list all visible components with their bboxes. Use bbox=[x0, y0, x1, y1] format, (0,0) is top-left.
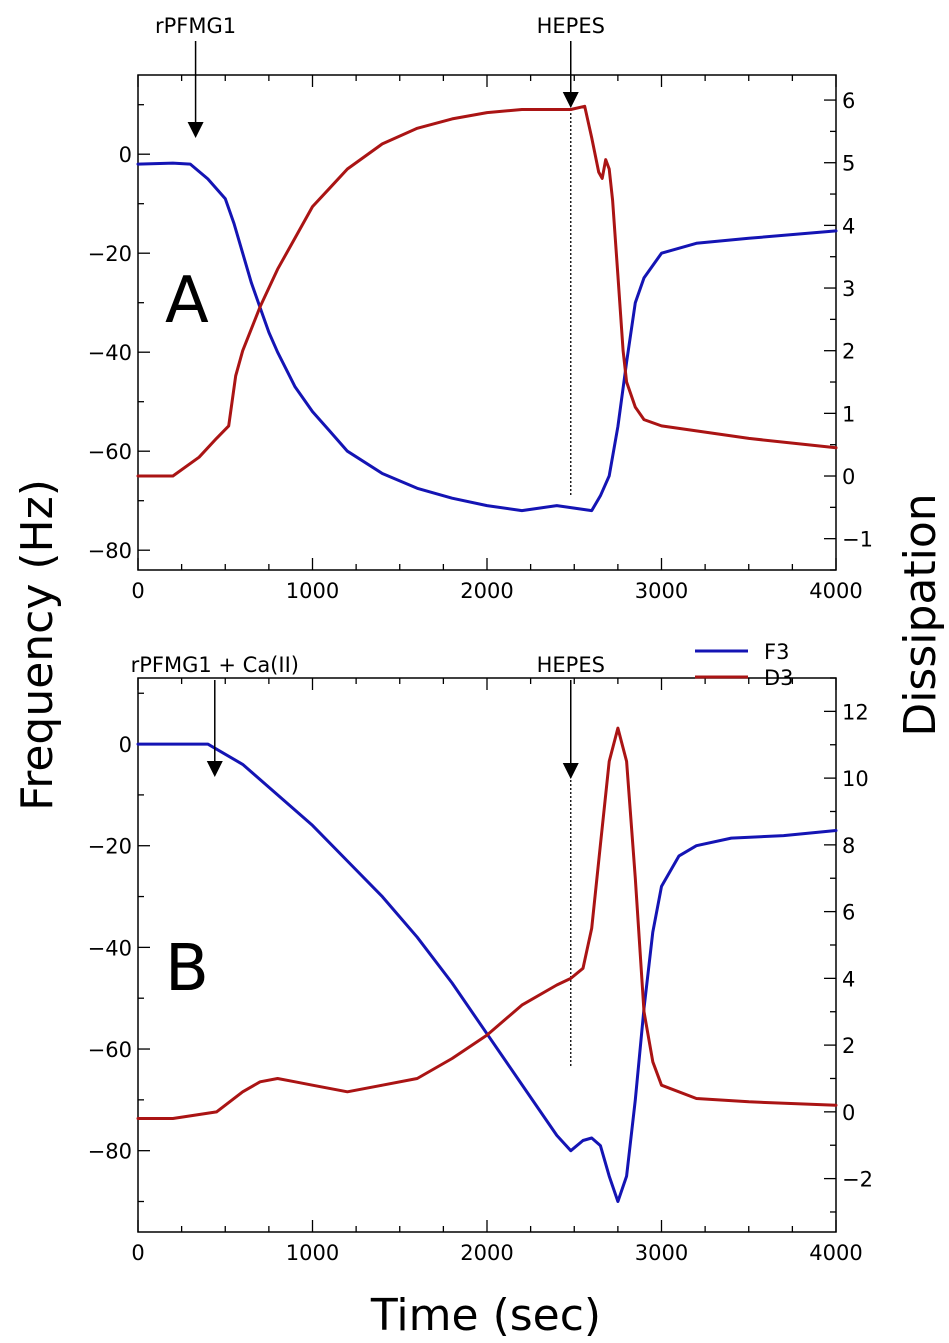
legend: F3 D3 bbox=[695, 640, 794, 690]
x-axis-title-time: Time (sec) bbox=[370, 1290, 601, 1341]
panel-b-annotation-arrow-head bbox=[562, 763, 579, 779]
panel-b-y-right-tick-label: 12 bbox=[842, 700, 869, 724]
panel-b-x-tick-label: 1000 bbox=[286, 1241, 339, 1265]
panel-b-y-left-tick-label: −20 bbox=[88, 835, 132, 859]
panel-b-letter: B bbox=[165, 932, 209, 1006]
panel-a-y-right-tick-label: 0 bbox=[842, 465, 855, 489]
panel-b-x-tick-label: 2000 bbox=[460, 1241, 513, 1265]
panel-b-y-right-tick-label: 6 bbox=[842, 901, 855, 925]
panel-a-annotation-label: rPFMG1 bbox=[155, 14, 236, 38]
panel-a-y-left-tick-label: −20 bbox=[88, 242, 132, 266]
panel-a-y-right-tick-label: 2 bbox=[842, 340, 855, 364]
panel-a-x-tick-label: 2000 bbox=[460, 579, 513, 603]
panel-b-y-left-tick-label: −80 bbox=[88, 1140, 132, 1164]
panel-b-y-right-tick-label: 2 bbox=[842, 1034, 855, 1058]
panel-b-y-left-tick-label: −40 bbox=[88, 936, 132, 960]
panel-b-y-right-tick-label: 8 bbox=[842, 834, 855, 858]
panel-a-y-left-tick-label: −40 bbox=[88, 341, 132, 365]
panel-b-plot-frame bbox=[137, 677, 837, 1233]
panel-b-y-left-tick-label: 0 bbox=[119, 733, 132, 757]
panel-b-x-tick-label: 4000 bbox=[809, 1241, 862, 1265]
panel-a: 0 1000 2000 3000 4000 0 −20 −40 −60 −80 −1 0 1 2 3 4 5 6 r… bbox=[88, 14, 873, 603]
panel-a-y-left-tick-label: −60 bbox=[88, 440, 132, 464]
panel-b-y-left-tick-label: −60 bbox=[88, 1038, 132, 1062]
panel-a-annotation-arrow-head bbox=[187, 122, 204, 138]
panel-a-y-right-tick-label: −1 bbox=[842, 528, 873, 552]
panel-a-annotation-arrow-head bbox=[562, 92, 579, 108]
panel-a-x-tick-label: 4000 bbox=[809, 579, 862, 603]
panel-b-y-right-tick-label: 10 bbox=[842, 767, 869, 791]
panel-b-annotation-arrow-head bbox=[206, 761, 223, 777]
panel-a-y-right-tick-label: 4 bbox=[842, 214, 855, 238]
panel-a-y-right-tick-label: 3 bbox=[842, 277, 855, 301]
panel-a-y-right-tick-label: 1 bbox=[842, 402, 855, 426]
panel-b-x-tick-label: 0 bbox=[131, 1241, 144, 1265]
panel-a-y-left-tick-label: −80 bbox=[88, 539, 132, 563]
panel-b-series-d3-line bbox=[136, 726, 838, 1120]
panel-a-letter: A bbox=[165, 264, 209, 338]
panel-b-annotation-label: HEPES bbox=[537, 653, 605, 677]
panel-a-series-d3-line bbox=[136, 104, 838, 478]
panel-a-y-right-tick-label: 5 bbox=[842, 152, 855, 176]
panel-b-y-right-tick-label: 4 bbox=[842, 967, 855, 991]
legend-label-f3: F3 bbox=[764, 640, 789, 664]
y-axis-title-dissipation: Dissipation bbox=[895, 493, 946, 736]
panel-a-x-tick-label: 0 bbox=[131, 579, 144, 603]
panel-a-y-left-tick-label: 0 bbox=[119, 143, 132, 167]
panel-a-plot-frame bbox=[137, 74, 837, 571]
panel-a-series-f3-line bbox=[136, 161, 838, 513]
panel-a-annotation-label: HEPES bbox=[537, 14, 605, 38]
y-axis-title-frequency: Frequency (Hz) bbox=[12, 479, 63, 811]
panel-b-x-tick-label: 3000 bbox=[635, 1241, 688, 1265]
panel-b-y-right-tick-label: −2 bbox=[842, 1168, 873, 1192]
panel-b: 0 1000 2000 3000 40000−20−40−60−80−202468101… bbox=[88, 653, 873, 1265]
panel-a-x-tick-label: 3000 bbox=[635, 579, 688, 603]
panel-b-series-f3-line bbox=[136, 742, 838, 1203]
legend-label-d3: D3 bbox=[764, 666, 794, 690]
panel-b-annotation-label: rPFMG1 + Ca(II) bbox=[131, 653, 299, 677]
panel-a-y-right-tick-label: 6 bbox=[842, 89, 855, 113]
panel-b-y-right-tick-label: 0 bbox=[842, 1101, 855, 1125]
panel-a-x-tick-label: 1000 bbox=[286, 579, 339, 603]
